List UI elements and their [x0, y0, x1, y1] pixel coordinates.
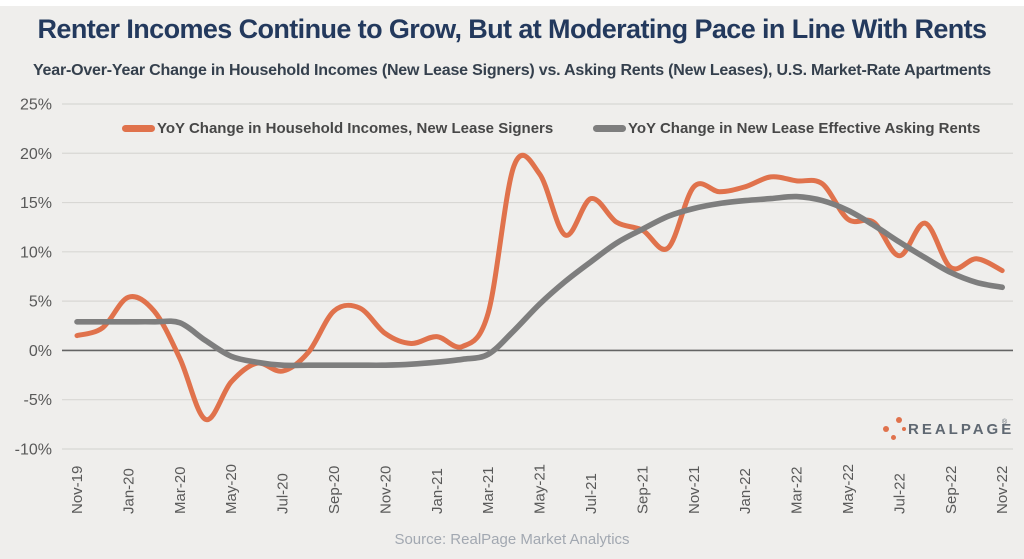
y-tick-label: -10% — [15, 441, 52, 458]
x-tick-label: Jul-20 — [275, 473, 292, 514]
y-tick-label: 0% — [29, 343, 52, 360]
x-tick-label: Sep-21 — [634, 466, 651, 514]
x-tick-label: Nov-20 — [377, 466, 394, 514]
y-tick-label: 15% — [20, 195, 52, 212]
y-tick-label: 25% — [20, 96, 52, 113]
y-tick-label: 10% — [20, 244, 52, 261]
x-tick-label: May-20 — [223, 464, 240, 514]
registered-trademark-icon: ® — [1002, 419, 1008, 426]
incomes-series-swatch — [122, 124, 155, 132]
rents-series-swatch — [593, 124, 626, 132]
x-tick-label: Jul-22 — [891, 473, 908, 514]
x-tick-label: May-22 — [840, 464, 857, 514]
legend-label-incomes: YoY Change in Household Incomes, New Lea… — [157, 119, 554, 137]
logo-wordmark: REALPAGE — [908, 421, 1015, 438]
x-tick-label: Sep-22 — [943, 466, 960, 514]
x-tick-label: May-21 — [532, 464, 549, 514]
x-tick-label: Mar-20 — [172, 466, 189, 514]
chart-subtitle: Year-Over-Year Change in Household Incom… — [32, 62, 992, 79]
x-tick-label: Sep-20 — [326, 466, 343, 514]
logo-dot-icon — [902, 427, 906, 431]
logo-dot-icon — [896, 417, 902, 423]
x-tick-label: Nov-21 — [686, 466, 703, 514]
x-tick-label: Jul-21 — [583, 473, 600, 514]
rents-line-series — [74, 193, 1005, 369]
legend-label-rents: YoY Change in New Lease Effective Asking… — [628, 119, 981, 137]
x-tick-label: Mar-22 — [789, 466, 806, 514]
page-title: Renter Incomes Continue to Grow, But at … — [37, 14, 988, 44]
x-tick-label: Mar-21 — [480, 466, 497, 514]
x-tick-label: Jan-21 — [429, 468, 446, 514]
x-tick-label: Nov-19 — [69, 466, 86, 514]
incomes-line-series — [74, 152, 1005, 422]
legend-item-rents: YoY Change in New Lease Effective Asking… — [593, 118, 980, 138]
logo-dot-icon — [891, 435, 896, 440]
y-tick-label: -5% — [24, 392, 52, 409]
realpage-logo: REALPAGE ® — [878, 413, 1011, 445]
source-credit: Source: RealPage Market Analytics — [394, 531, 630, 548]
y-tick-label: 20% — [20, 146, 52, 163]
x-tick-label: Nov-22 — [994, 466, 1011, 514]
logo-dot-icon — [883, 426, 889, 432]
x-tick-label: Jan-20 — [120, 468, 137, 514]
chart-panel-background — [0, 6, 1024, 559]
legend-item-incomes: YoY Change in Household Incomes, New Lea… — [122, 118, 553, 138]
x-tick-label: Jan-22 — [737, 468, 754, 514]
y-tick-label: 5% — [29, 294, 52, 311]
